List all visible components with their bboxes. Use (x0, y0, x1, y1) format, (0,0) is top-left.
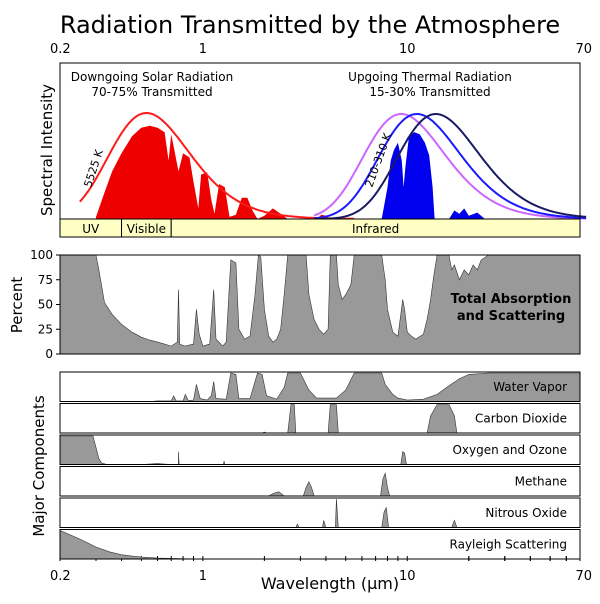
component-row: Rayleigh Scattering (59, 529, 581, 560)
solar-percent: 70-75% Transmitted (91, 85, 212, 99)
component-row: Methane (59, 466, 581, 497)
solar-envelope-curve (79, 112, 355, 220)
thermal-percent: 15-30% Transmitted (369, 85, 490, 99)
component-label: Rayleigh Scattering (450, 538, 567, 552)
component-area (60, 372, 581, 402)
component-frame (59, 497, 581, 528)
component-area (60, 472, 580, 497)
component-frame (59, 403, 581, 434)
y-tick-label: 100 (30, 248, 53, 262)
component-label: Methane (515, 475, 567, 489)
spectrum-ylabel: Spectral Intensity (38, 84, 56, 216)
absorption-panel: 0 25 50 75 100 Percent Total Absorption and … (8, 248, 581, 361)
thermal-curve-260k (314, 113, 587, 220)
spectrum-frame (59, 62, 581, 238)
component-label: Carbon Dioxide (475, 412, 567, 426)
component-row: Oxygen and Ozone (59, 434, 581, 465)
component-area (59, 435, 580, 465)
bottom-tick-label: 70 (575, 569, 592, 584)
x-axis-label: Wavelength (μm) (261, 574, 399, 593)
component-label: Water Vapor (493, 380, 567, 394)
component-row: Water Vapor (59, 371, 581, 402)
component-label: Oxygen and Ozone (452, 443, 567, 457)
component-label: Nitrous Oxide (485, 506, 567, 520)
top-tick-label: 10 (399, 42, 416, 57)
chart-title: Radiation Transmitted by the Atmosphere (60, 11, 560, 39)
thermal-curve-210k (314, 113, 587, 220)
thermal-curve-310k (313, 113, 587, 220)
thermal-envelope-curves (313, 113, 587, 220)
absorption-ylabel: Percent (8, 277, 26, 334)
absorption-label-1: Total Absorption (451, 292, 572, 307)
component-frame (59, 434, 581, 465)
y-tick-label: 25 (38, 322, 53, 336)
bottom-tick-label: 1 (199, 569, 207, 584)
solar-transmitted-area (96, 125, 346, 219)
components-ylabel: Major Components (30, 395, 48, 536)
top-tick-label: 70 (575, 42, 592, 57)
y-tick-label: 50 (38, 298, 53, 312)
absorption-y-ticks: 0 25 50 75 100 (30, 248, 60, 361)
spectrum-panel: Downgoing Solar Radiation 70-75% Transmi… (38, 62, 587, 238)
component-row: Carbon Dioxide (59, 403, 581, 434)
component-frame (59, 371, 581, 402)
components-panel: Water Vapor Carbon Dioxide Oxygen and Ozon… (59, 371, 581, 560)
thermal-title: Upgoing Thermal Radiation (348, 70, 512, 84)
y-tick-label: 0 (45, 347, 53, 361)
bottom-tick-label: 0.2 (50, 569, 71, 584)
band-label: UV (82, 222, 100, 236)
band-label: Visible (127, 222, 166, 236)
wavelength-bands: UV Visible Infrared (59, 218, 581, 238)
top-tick-label: 0.2 (50, 42, 71, 57)
component-row: Nitrous Oxide (59, 497, 581, 528)
absorption-label-2: and Scattering (457, 309, 565, 324)
bottom-tick-label: 10 (399, 569, 416, 584)
band-label: Infrared (352, 222, 399, 236)
top-tick-label: 1 (199, 42, 207, 57)
component-frame (59, 466, 581, 497)
thermal-transmitted-area (381, 132, 485, 219)
component-frame (59, 529, 581, 560)
solar-title: Downgoing Solar Radiation (71, 70, 233, 84)
y-tick-label: 75 (38, 273, 53, 287)
